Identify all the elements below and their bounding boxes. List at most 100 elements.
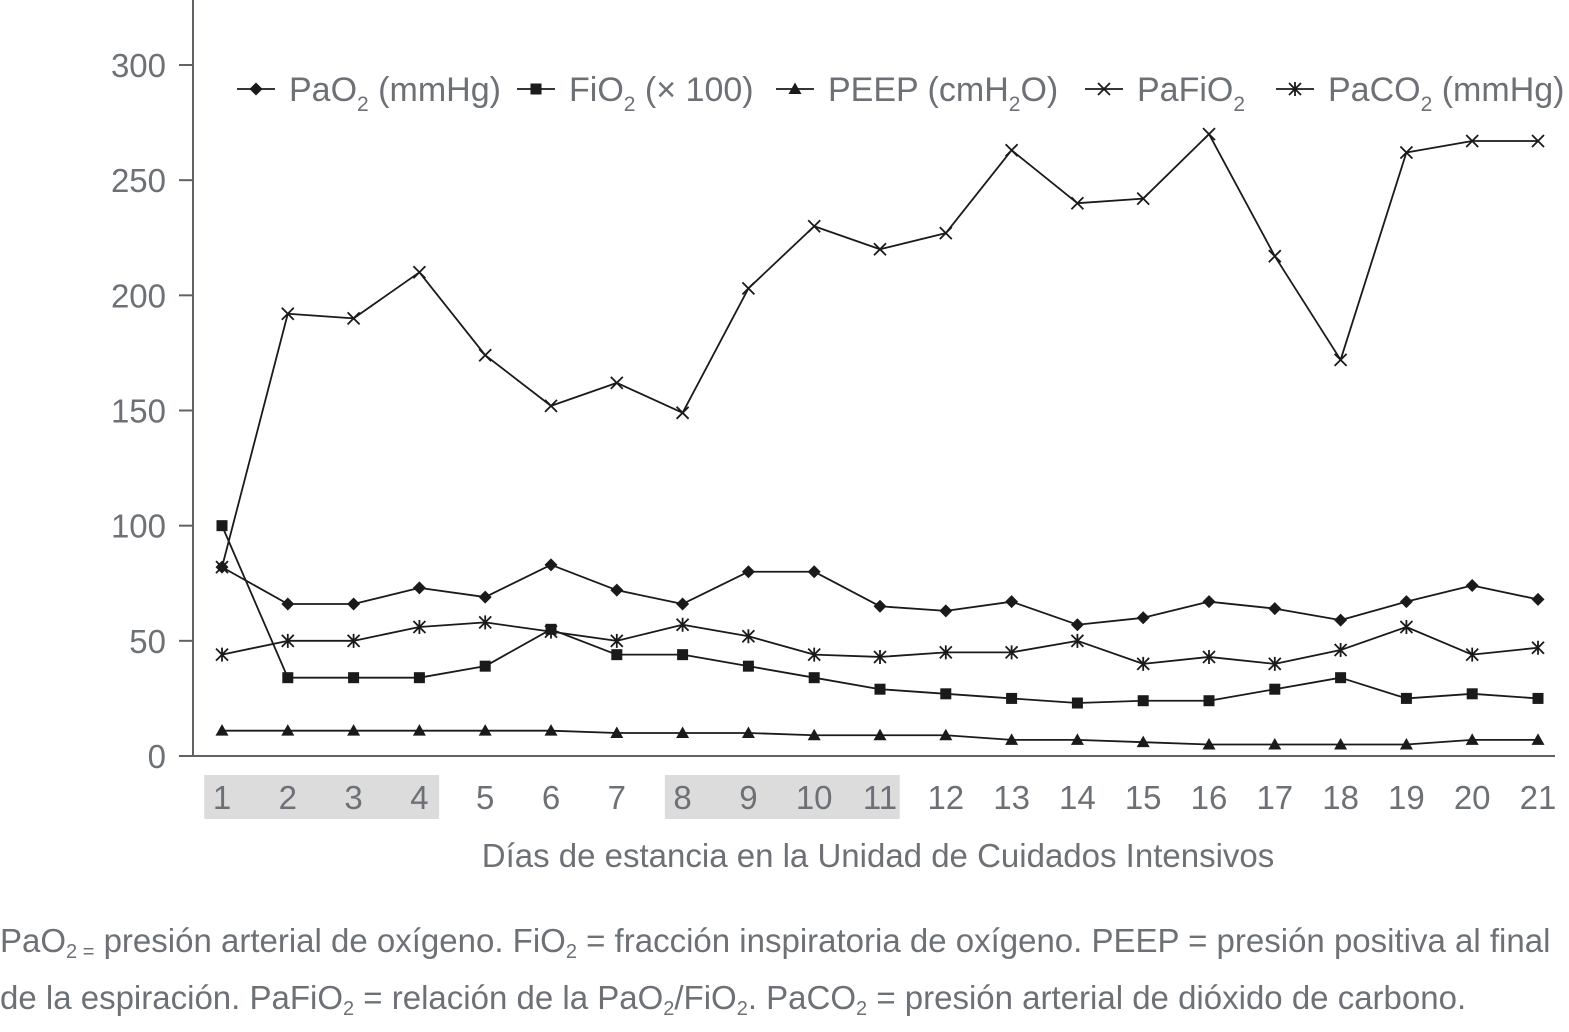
data-point-fio2: [611, 649, 623, 661]
data-point-peep: [1005, 733, 1019, 745]
data-point-fio2: [940, 688, 952, 700]
data-point-pafio2: [1333, 353, 1348, 367]
data-point-fio2: [1006, 692, 1018, 704]
legend-item-paco2: PaCO2 (mmHg): [1276, 71, 1564, 116]
legend-label: FiO2 (× 100): [569, 71, 754, 116]
x-tick-label: 16: [1191, 779, 1228, 816]
data-point-pao2: [478, 590, 492, 604]
data-point-fio2: [1137, 695, 1149, 707]
data-point-paco2: [215, 647, 229, 662]
data-point-peep: [676, 726, 690, 738]
data-point-pao2: [1268, 602, 1282, 616]
data-point-peep: [1399, 737, 1413, 750]
caption-text: = relación de la PaO: [354, 979, 664, 1016]
data-point-peep: [1334, 737, 1348, 750]
data-point-peep: [1136, 735, 1150, 748]
data-point-paco2: [873, 649, 887, 664]
legend-label: PaO2 (mmHg): [289, 71, 501, 116]
y-tick-label: 200: [111, 277, 166, 314]
data-point-paco2: [741, 629, 756, 644]
data-point-fio2: [874, 683, 886, 695]
data-point-pafio2: [1136, 191, 1150, 206]
x-tick-label: 14: [1059, 779, 1096, 816]
data-point-peep: [741, 726, 755, 738]
data-point-peep: [478, 724, 492, 736]
x-tick-label: 4: [410, 779, 428, 816]
data-point-pafio2: [741, 281, 756, 296]
data-point-pao2: [412, 581, 426, 595]
data-point-peep: [281, 724, 295, 736]
y-tick-label: 100: [111, 508, 166, 545]
data-point-fio2: [1203, 695, 1215, 707]
data-point-pafio2: [1268, 249, 1282, 263]
x-tick-label: 1: [213, 779, 231, 816]
legend-marker: [530, 83, 542, 95]
series-pao2: [215, 558, 1545, 632]
x-tick-label: 20: [1454, 779, 1491, 816]
series-group: [215, 127, 1545, 750]
x-tick-label: 21: [1520, 779, 1557, 816]
data-point-paco2: [675, 617, 690, 632]
data-point-peep: [873, 728, 887, 741]
data-point-peep: [544, 724, 558, 736]
highlight-bands: [204, 775, 900, 819]
y-axis-ticks: 0 50 100 150 200 250 300: [111, 47, 193, 775]
data-point-pao2: [347, 597, 361, 611]
legend-marker: [1097, 82, 1111, 96]
data-point-fio2: [1466, 688, 1478, 700]
data-point-fio2: [742, 660, 754, 672]
legend-marker: [788, 82, 802, 94]
data-point-pafio2: [610, 376, 624, 390]
data-point-pafio2: [939, 226, 953, 240]
data-point-pafio2: [1070, 196, 1085, 210]
data-point-pao2: [1399, 595, 1413, 609]
data-point-pafio2: [1399, 145, 1414, 160]
caption-line-2: de la espiración. PaFiO2 = relación de l…: [0, 975, 1569, 1032]
data-point-peep: [347, 724, 361, 736]
data-point-pafio2: [1004, 143, 1019, 157]
data-point-pao2: [939, 604, 953, 618]
caption-text: = presión arterial de dióxido de carbono…: [867, 979, 1467, 1016]
x-tick-label: 19: [1388, 779, 1425, 816]
legend-item-fio2: FiO2 (× 100): [517, 71, 754, 116]
data-point-peep: [215, 724, 229, 736]
data-point-paco2: [610, 633, 624, 648]
caption-subscript: 2: [663, 998, 675, 1020]
data-point-paco2: [1004, 645, 1019, 660]
data-point-fio2: [1071, 697, 1083, 709]
x-tick-label: 5: [476, 779, 494, 816]
legend-marker: [249, 82, 263, 96]
data-point-peep: [1070, 733, 1084, 745]
data-point-paco2: [1333, 643, 1348, 658]
data-point-peep: [1531, 733, 1545, 745]
axes: [179, 0, 1555, 757]
data-point-peep: [610, 726, 624, 738]
caption-text: = fracción inspiratoria de oxígeno. PEEP…: [576, 922, 1551, 959]
x-highlight-band: [664, 775, 900, 819]
data-point-peep: [1268, 737, 1282, 750]
x-tick-label: 12: [927, 779, 964, 816]
caption-text: PaO: [0, 922, 67, 959]
data-point-pafio2: [215, 560, 229, 574]
data-point-pao2: [1005, 595, 1019, 609]
data-point-pafio2: [544, 399, 558, 413]
data-point-paco2: [478, 615, 492, 630]
y-tick-label: 150: [111, 393, 166, 430]
data-point-pafio2: [807, 219, 821, 233]
data-point-pafio2: [873, 242, 887, 256]
caption-text: . PaCO: [747, 979, 857, 1016]
y-tick-label: 0: [148, 738, 166, 775]
x-tick-label: 7: [608, 779, 626, 816]
data-point-paco2: [1399, 620, 1414, 635]
data-point-fio2: [1269, 683, 1281, 695]
series-peep: [215, 724, 1545, 750]
legend: PaO2 (mmHg) FiO2 (× 100) PEEP (cmH2O) PaFiO…: [237, 71, 1564, 116]
data-point-peep: [939, 728, 953, 741]
data-point-pafio2: [1202, 127, 1216, 141]
data-point-pafio2: [281, 307, 295, 321]
y-tick-label: 50: [129, 623, 166, 660]
data-point-pao2: [873, 599, 887, 613]
series-line-pafio2: [221, 133, 1538, 568]
series-paco2: [215, 615, 1545, 671]
data-point-fio2: [808, 672, 820, 684]
